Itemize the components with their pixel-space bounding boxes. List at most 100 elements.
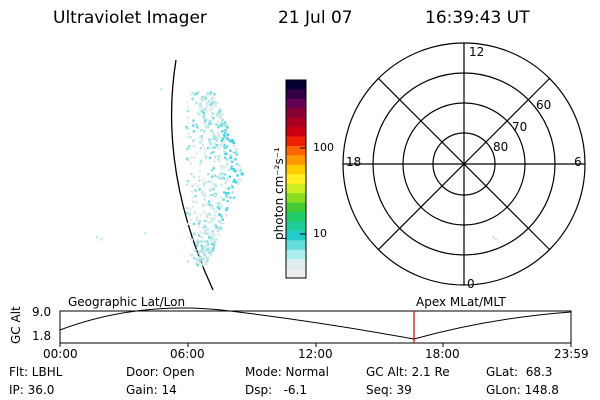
emission-pixel — [204, 225, 207, 229]
colorbar — [286, 80, 306, 279]
emission-pixel — [217, 134, 220, 138]
emission-pixel — [214, 227, 218, 230]
colorbar-tick-label-10: 10 — [313, 227, 327, 240]
emission-pixel — [217, 147, 221, 150]
emission-pixel — [207, 172, 210, 176]
emission-pixel — [205, 220, 208, 223]
emission-pixel — [218, 124, 221, 127]
emission-pixel — [208, 247, 211, 250]
emission-pixel — [215, 101, 219, 104]
emission-pixel — [96, 236, 99, 239]
emission-pixel — [192, 256, 196, 260]
emission-pixel — [204, 149, 208, 153]
emission-pixel — [229, 149, 232, 152]
emission-pixel — [213, 92, 216, 96]
emission-pixel — [220, 183, 223, 187]
emission-pixel — [209, 91, 213, 94]
emission-pixel — [210, 107, 213, 110]
emission-pixel — [218, 213, 221, 216]
timeline-xtick: 00:00 — [43, 347, 78, 361]
emission-pixel — [203, 219, 206, 222]
emission-pixel — [212, 137, 215, 140]
emission-pixel — [202, 97, 205, 100]
info-door: Door: Open — [126, 365, 195, 379]
emission-pixel — [226, 162, 229, 166]
emission-pixel — [230, 160, 234, 163]
emission-pixel — [189, 156, 193, 159]
emission-pixel — [238, 164, 241, 168]
colorbar-segment — [286, 249, 306, 260]
emission-pixel — [202, 240, 205, 243]
emission-pixel — [226, 133, 229, 136]
emission-pixel — [210, 250, 213, 254]
emission-pixel — [222, 198, 225, 201]
info-gain: Gain: 14 — [126, 383, 177, 397]
emission-pixel — [229, 156, 232, 160]
emission-pixel — [219, 172, 222, 176]
emission-pixel — [203, 245, 207, 248]
emission-pixel — [187, 222, 190, 225]
emission-pixel — [204, 194, 207, 198]
emission-pixel — [195, 258, 198, 261]
emission-pixel — [231, 186, 234, 189]
emission-pixel — [208, 103, 212, 107]
emission-pixel — [215, 237, 218, 241]
emission-pixel — [208, 141, 211, 144]
emission-pixel — [232, 165, 235, 168]
emission-pixel — [191, 97, 194, 101]
emission-pixel — [203, 126, 206, 129]
emission-pixel — [198, 170, 201, 173]
colorbar-segment — [286, 80, 306, 91]
lat-label-80: 80 — [493, 140, 509, 154]
emission-pixel — [186, 236, 189, 239]
emission-pixel — [208, 206, 212, 209]
emission-pixel — [214, 101, 217, 104]
emission-pixel — [223, 135, 226, 138]
emission-pixel — [213, 135, 216, 139]
emission-pixel — [215, 123, 218, 126]
mlt-label-18: 18 — [346, 155, 362, 169]
emission-pixel — [205, 212, 208, 216]
emission-pixel — [235, 181, 238, 184]
emission-pixel — [213, 213, 216, 216]
emission-pixel — [217, 132, 220, 135]
emission-pixel — [233, 178, 236, 182]
emission-pixel — [197, 252, 200, 255]
emission-pixel — [221, 218, 224, 221]
emission-pixel — [204, 125, 208, 128]
emission-pixel — [195, 216, 199, 219]
emission-pixel — [227, 139, 231, 142]
emission-pixel — [237, 178, 241, 181]
emission-pixel — [214, 185, 218, 188]
emission-pixel — [201, 258, 204, 261]
emission-pixel — [206, 247, 210, 251]
emission-pixel — [227, 168, 231, 172]
emission-pixel — [197, 175, 201, 179]
emission-pixel — [196, 263, 200, 267]
emission-pixel — [221, 130, 224, 133]
emission-pixel — [222, 144, 226, 147]
emission-pixel — [220, 121, 223, 124]
emission-pixel — [225, 179, 228, 182]
emission-pixel — [211, 95, 214, 98]
emission-pixel — [224, 173, 227, 176]
emission-pixel — [210, 217, 214, 221]
emission-pixel — [217, 108, 221, 111]
emission-pixel — [213, 174, 217, 177]
emission-pixel — [190, 218, 193, 222]
emission-pixel — [205, 262, 208, 266]
emission-pixel — [203, 253, 206, 256]
emission-pixel — [204, 119, 207, 122]
emission-pixel — [203, 263, 206, 266]
emission-pixel — [200, 240, 204, 243]
timeline-ytick-bottom: 1.8 — [32, 329, 52, 343]
emission-pixel — [206, 255, 210, 259]
emission-pixel — [207, 200, 211, 203]
emission-pixel — [217, 202, 220, 205]
emission-pixel — [199, 102, 202, 105]
emission-pixel — [213, 183, 216, 186]
emission-pixel — [212, 235, 215, 238]
emission-pixel — [196, 239, 200, 242]
emission-pixel — [199, 140, 203, 143]
emission-pixel — [200, 105, 203, 109]
